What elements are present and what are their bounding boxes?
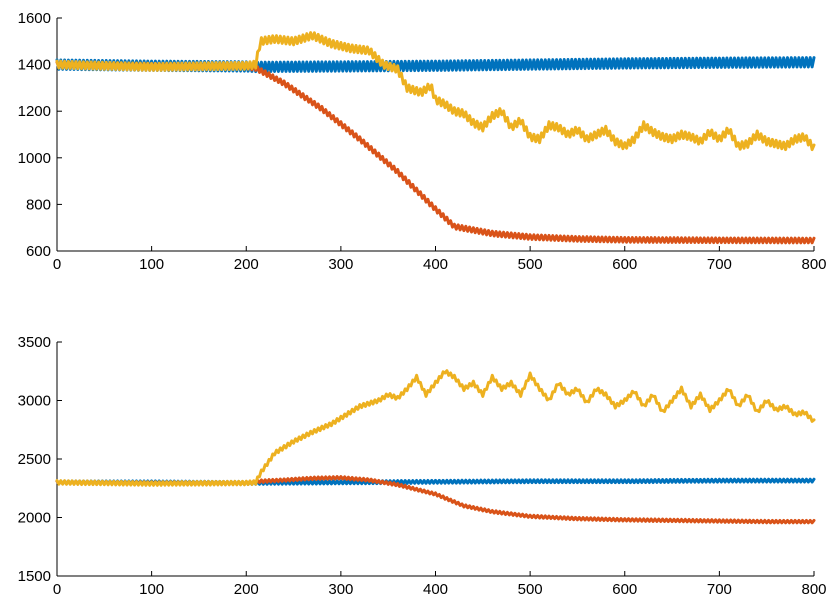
bottom-x-tick-label: 800 [801, 581, 826, 596]
bottom-x-tick-label: 100 [139, 581, 164, 596]
top-x-tick-label: 700 [707, 256, 732, 273]
bottom-y-tick-label: 2500 [18, 451, 51, 468]
bottom-y-tick-label: 3500 [18, 334, 51, 351]
bottom-line-chart: 0 100 200 300 400 500 600 700 800 1500 2000 2500 300… [18, 334, 827, 596]
bottom-x-tick-label: 300 [328, 581, 353, 596]
top-series-line-3 [55, 31, 816, 152]
top-line-chart: 0 100 200 300 400 500 600 700 800 600 800 1000 1200 1… [18, 10, 827, 273]
top-y-tick-label: 1600 [18, 10, 51, 27]
top-y-tick-label: 800 [26, 196, 51, 213]
bottom-y-tick-label: 3000 [18, 393, 51, 410]
top-y-tick-label: 1400 [18, 57, 51, 74]
bottom-y-tick-label: 2000 [18, 510, 51, 527]
top-x-tick-label: 400 [423, 256, 448, 273]
top-y-tick-label: 600 [26, 243, 51, 260]
bottom-x-tick-label: 600 [612, 581, 637, 596]
bottom-y-tick-label: 1500 [18, 568, 51, 585]
top-x-tick-label: 0 [53, 256, 61, 273]
top-x-tick-label: 300 [328, 256, 353, 273]
top-x-tick-label: 200 [234, 256, 259, 273]
bottom-x-tick-label: 500 [518, 581, 543, 596]
bottom-series-line-3 [55, 369, 816, 487]
top-x-tick-label: 600 [612, 256, 637, 273]
bottom-x-tick-label: 400 [423, 581, 448, 596]
top-x-tick-label: 800 [801, 256, 826, 273]
top-x-tick-label: 500 [518, 256, 543, 273]
bottom-x-tick-label: 200 [234, 581, 259, 596]
bottom-x-tick-label: 0 [53, 581, 61, 596]
top-y-tick-label: 1000 [18, 150, 51, 167]
top-x-tick-label: 100 [139, 256, 164, 273]
top-y-tick-label: 1200 [18, 103, 51, 120]
bottom-x-tick-label: 700 [707, 581, 732, 596]
top-series-line-2 [55, 60, 816, 245]
